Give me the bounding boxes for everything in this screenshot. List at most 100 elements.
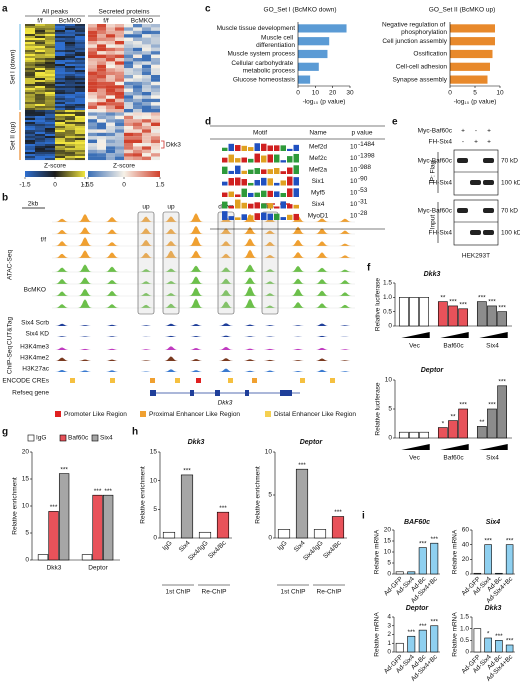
heatmap-cell: [106, 115, 115, 120]
heatmap-cell: [55, 144, 65, 147]
panel-label: b: [2, 193, 8, 204]
heatmap-cell: [35, 24, 45, 27]
heatmap-cell: [25, 144, 35, 147]
chart-title: Deptor: [300, 439, 324, 446]
logo-letter: [280, 193, 286, 197]
dose-triangle: [401, 444, 430, 450]
legend-swatch: [59, 434, 67, 442]
heatmap-cell: [25, 60, 35, 63]
p-exponent: -28: [358, 210, 368, 217]
heatmap-cell: [75, 70, 85, 73]
heatmap-cell: [115, 129, 124, 133]
heatmap-cell: [65, 98, 75, 101]
bar: [395, 642, 404, 653]
heatmap-cell: [124, 132, 133, 137]
heatmap-cell: [133, 156, 142, 161]
section-label: IP: Flag: [430, 160, 437, 183]
y-tick-label: 0.5: [460, 637, 469, 644]
heatmap-cell: [45, 102, 55, 105]
heatmap-cell: [25, 100, 35, 103]
logo-letter: [293, 188, 299, 197]
logo-letter: [293, 165, 299, 174]
heatmap-cell: [106, 41, 115, 45]
heatmap-cell: [115, 98, 124, 103]
row-label: Myc-Baf60c: [418, 128, 453, 135]
heatmap-cell: [142, 153, 151, 157]
set-label: Set I (down): [10, 49, 17, 84]
heatmap-cell: [65, 134, 75, 137]
region-box: [162, 211, 180, 315]
heatmap-cell: [97, 149, 106, 154]
heatmap-cell: [151, 44, 160, 48]
y-tick-label: 0: [153, 535, 157, 542]
track-label: H3K27ac: [22, 366, 49, 373]
heatmap-cell: [35, 96, 45, 99]
logo-letter: [222, 147, 228, 151]
heatmap-cell: [55, 74, 65, 77]
heatmap-cell: [45, 96, 55, 99]
heatmap-cell: [55, 92, 65, 95]
heatmap-cell: [142, 34, 151, 38]
heatmap-cell: [25, 142, 35, 145]
bar: [497, 311, 507, 327]
signal-track: [52, 323, 355, 326]
track-label: Six4 KD: [26, 331, 50, 338]
heatmap-cell: [75, 26, 85, 29]
heatmap-cell: [133, 98, 142, 103]
heatmap-cell: [88, 105, 97, 110]
heatmap-cell: [55, 132, 65, 135]
chart-title: Dkk3: [188, 439, 205, 446]
heatmap-cell: [142, 85, 151, 89]
x-tick-label: Six4/Bc: [207, 539, 228, 560]
heatmap-cell: [35, 52, 45, 55]
logo-letter: [254, 192, 260, 197]
bar: [495, 572, 503, 575]
logo-letter: [222, 211, 228, 220]
heatmap-cell: [106, 58, 115, 62]
heatmap-cell: [124, 109, 133, 113]
logo-letter: [287, 188, 293, 197]
heatmap-cell: [124, 75, 133, 79]
heatmap-cell: [133, 68, 142, 72]
heatmap-cell: [88, 132, 97, 137]
heatmap-cell: [151, 129, 160, 133]
significance: ***: [498, 379, 506, 386]
heatmap-cell: [115, 132, 124, 137]
heatmap-cell: [45, 48, 55, 51]
heatmap-cell: [45, 144, 55, 147]
heatmap-cell: [35, 62, 45, 65]
heatmap-cell: [151, 85, 160, 89]
heatmap-cell: [55, 116, 65, 119]
heatmap-cell: [115, 143, 124, 147]
heatmap-cell: [124, 119, 133, 123]
p-exponent: -1398: [358, 153, 375, 160]
chart-title: Deptor: [421, 367, 445, 374]
y-tick-label: 0: [387, 571, 391, 578]
bar: [407, 571, 416, 575]
dose-triangle: [401, 332, 430, 338]
y-tick-label: 1.0: [383, 294, 392, 301]
logo-letter: [235, 199, 241, 209]
heatmap-cell: [25, 130, 35, 133]
bar: [473, 572, 482, 575]
heatmap-cell: [55, 150, 65, 153]
heatmap-cell: [55, 30, 65, 33]
logo-letter: [248, 169, 254, 174]
exon: [215, 390, 220, 396]
y-tick-label: 5: [268, 492, 272, 499]
heatmap-cell: [65, 152, 75, 155]
heatmap-cell: [115, 149, 124, 154]
y-axis-label: Relative mRNA: [374, 612, 381, 657]
heatmap-cell: [97, 75, 106, 79]
y-axis-label: Relative mRNA: [374, 529, 381, 574]
heatmap-cell: [55, 56, 65, 59]
heatmap-cell: [35, 92, 45, 95]
heatmap-cell: [106, 153, 115, 157]
heatmap-cell: [133, 44, 142, 48]
heatmap-cell: [25, 66, 35, 69]
heatmap-cell: [88, 54, 97, 59]
y-tick-label: 0: [25, 557, 29, 564]
logo-letter: [241, 188, 247, 197]
heatmap-cell: [106, 30, 115, 35]
heatmap-cell: [75, 102, 85, 105]
